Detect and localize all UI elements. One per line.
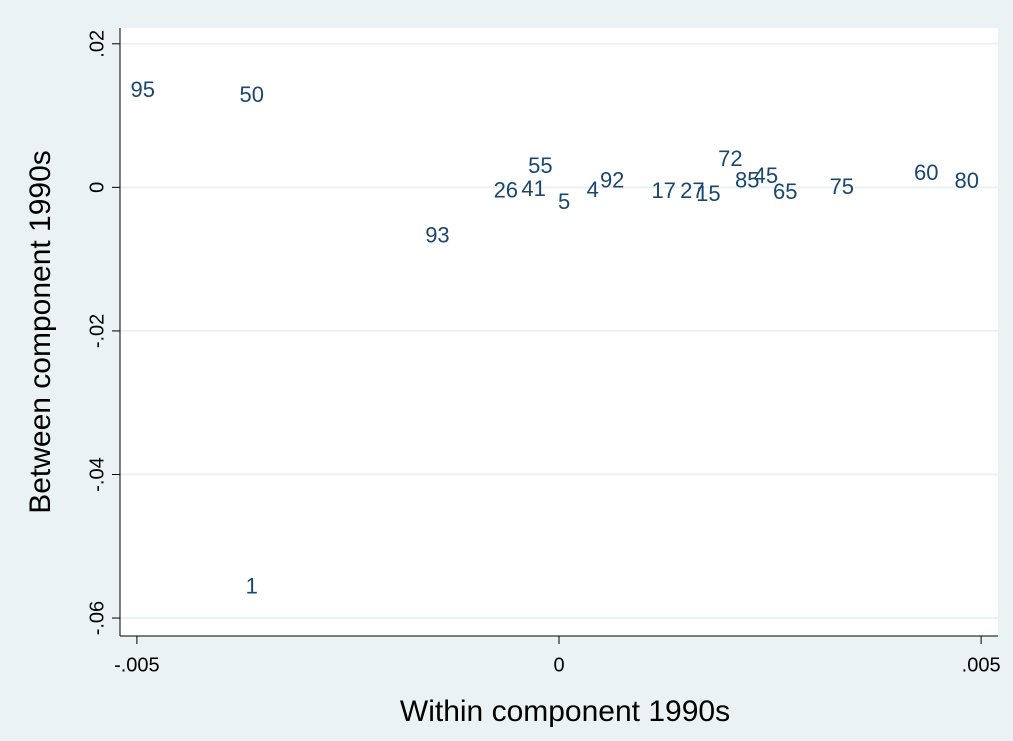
point-label: 1 — [246, 574, 258, 599]
point-label: 80 — [955, 168, 979, 193]
y-tick-label: -.06 — [86, 601, 108, 635]
plot-area — [120, 28, 998, 636]
point-label: 17 — [651, 178, 675, 203]
point-label: 92 — [600, 167, 624, 192]
point-label: 26 — [494, 177, 518, 202]
y-tick-label: 0 — [86, 182, 108, 193]
point-label: 95 — [131, 77, 155, 102]
point-label: 5 — [558, 189, 570, 214]
point-label: 27 — [680, 178, 704, 203]
point-label: 15 — [696, 181, 720, 206]
x-tick-label: -.005 — [114, 654, 160, 676]
x-axis-title: Within component 1990s — [400, 695, 730, 728]
point-label: 75 — [830, 174, 854, 199]
point-label: 93 — [425, 223, 449, 248]
y-axis-title: Between component 1990s — [24, 150, 57, 514]
point-label: 65 — [773, 179, 797, 204]
point-label: 50 — [239, 82, 263, 107]
x-tick-label: 0 — [553, 654, 564, 676]
y-tick-label: -.04 — [86, 457, 108, 491]
point-label: 4 — [587, 177, 599, 202]
point-label: 41 — [521, 176, 545, 201]
point-label: 72 — [718, 146, 742, 171]
x-tick-label: .005 — [962, 654, 1001, 676]
y-tick-label: -.02 — [86, 314, 108, 348]
point-label: 55 — [528, 153, 552, 178]
point-label: 85 — [735, 167, 759, 192]
point-label: 60 — [914, 160, 938, 185]
y-tick-label: .02 — [86, 30, 108, 58]
point-label: 45 — [754, 163, 778, 188]
